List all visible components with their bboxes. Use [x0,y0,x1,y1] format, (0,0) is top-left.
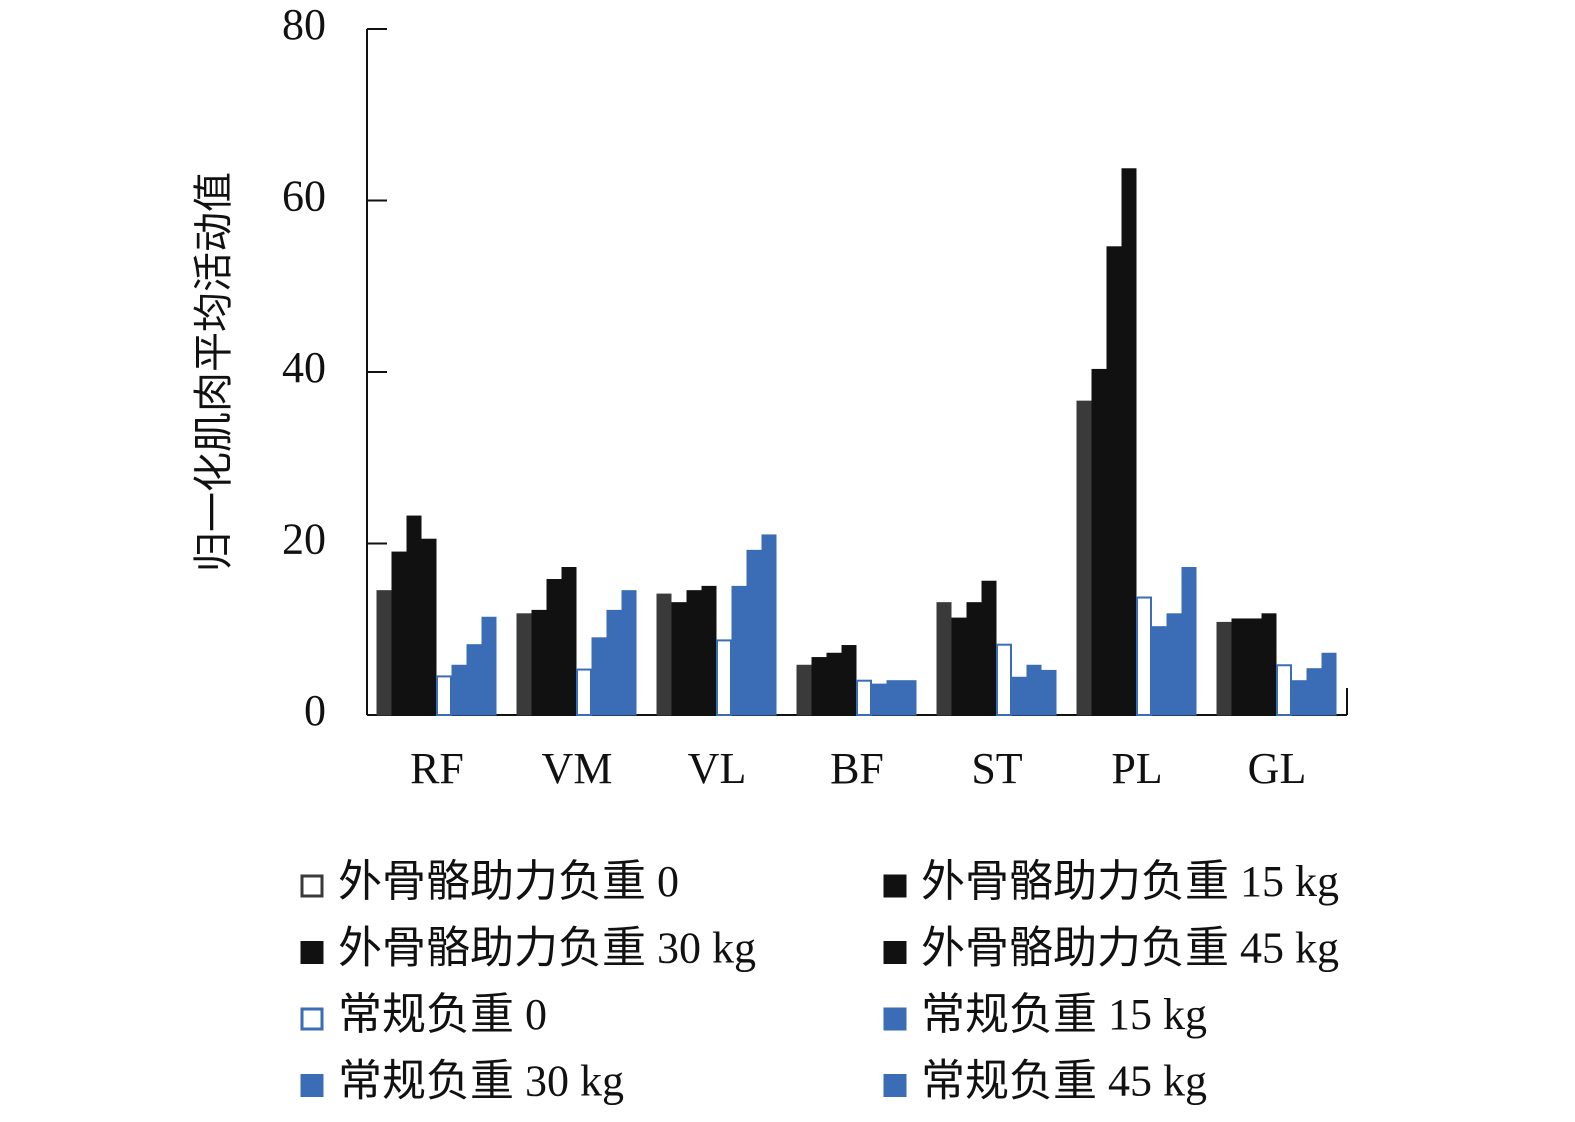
bar [951,617,967,716]
legend-label: 常规负重 15 kg [921,990,1207,1039]
bar [761,534,777,716]
bar [1166,613,1182,716]
x-tick-label: RF [410,744,464,793]
bar [856,679,872,717]
bar [1151,626,1167,716]
y-tick-label: 60 [282,172,326,221]
bar [466,644,482,716]
legend-swatch [300,1007,324,1031]
bar [1291,680,1307,716]
bar [826,652,842,716]
bar [981,580,997,716]
legend-swatch [300,874,324,898]
bar [811,657,827,716]
legend-label: 外骨骼助力负重 45 kg [921,924,1339,973]
legend-swatch [883,1074,907,1097]
x-tick-label: PL [1111,744,1162,793]
bar [731,585,747,716]
bar [1231,618,1247,716]
legend-label: 外骨骼助力负重 15 kg [921,857,1339,906]
bar [796,664,812,716]
bar [1306,668,1322,716]
x-tick-label: VL [688,744,747,793]
legend-swatch [883,1007,907,1031]
bar [1106,246,1122,716]
bar [871,683,887,716]
bar [841,645,857,716]
bar [996,643,1012,716]
bar [1136,596,1152,717]
bar [1091,368,1107,716]
legend-swatch [300,1074,324,1097]
bar [481,616,497,716]
bar [576,668,592,716]
bar [376,590,392,716]
bar [436,675,452,716]
x-tick-label: BF [830,744,884,793]
legend-swatch [300,941,324,964]
x-tick-label: GL [1248,744,1307,793]
bar [746,549,762,716]
bar [1216,621,1232,716]
x-tick-label: ST [971,744,1022,793]
y-tick-label: 20 [282,515,326,564]
legend-label: 外骨骼助力负重 0 [338,857,679,906]
bar [1321,652,1337,716]
bar [621,590,637,716]
bar [966,602,982,716]
legend-label: 常规负重 30 kg [338,1057,624,1106]
bar [546,579,562,716]
y-axis-label: 归一化肌肉平均活动值 [191,172,236,572]
bar [701,585,717,716]
bar [1276,664,1292,717]
x-tick-label: VM [542,744,613,793]
bar [936,602,952,716]
bar [451,664,467,716]
bar [561,567,577,716]
bar [671,602,687,716]
bar [686,590,702,716]
legend-label: 常规负重 45 kg [921,1057,1207,1106]
bar [1121,168,1137,716]
bar [391,551,407,716]
bar [591,637,607,716]
bar [406,515,422,716]
legend-label: 常规负重 0 [338,990,547,1039]
bar [531,609,547,716]
bar [901,680,917,716]
y-tick-label: 40 [282,343,326,392]
bar [656,593,672,716]
legend-swatch [883,941,907,964]
bar [1026,664,1042,716]
bar [516,613,532,716]
bar [1246,618,1262,716]
bar [606,609,622,716]
bar [886,680,902,716]
bar [1181,567,1197,716]
legend-swatch [883,874,907,898]
y-tick-label: 0 [304,686,326,735]
bar [421,538,437,716]
y-tick-label: 80 [282,0,326,49]
bar [1261,613,1277,716]
bar [716,639,732,717]
bar [1041,669,1057,716]
bar [1076,400,1092,716]
legend-label: 外骨骼助力负重 30 kg [338,924,756,973]
bar [1011,676,1027,716]
